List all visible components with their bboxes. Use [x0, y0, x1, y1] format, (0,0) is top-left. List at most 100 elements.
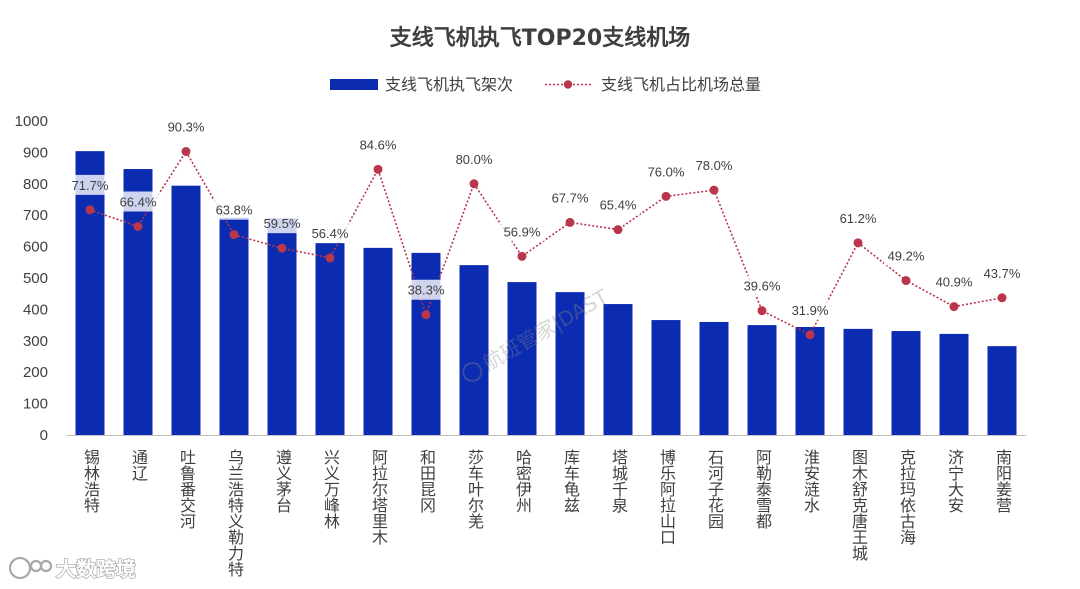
- corner-watermark-text: 大数跨境: [56, 557, 136, 581]
- center-watermark-text: 航班管家|DAST: [478, 284, 612, 375]
- data-label: 67.7%: [548, 187, 592, 208]
- data-label-text: 78.0%: [696, 158, 733, 173]
- data-label-bg: [980, 262, 1024, 283]
- data-label-bg: [740, 275, 784, 296]
- line-point: [181, 146, 191, 156]
- data-label: 56.9%: [500, 221, 544, 242]
- line-point: [373, 164, 383, 174]
- bar: [315, 243, 345, 435]
- data-label-bg: [932, 271, 976, 292]
- data-label-text: 67.7%: [552, 190, 589, 205]
- bar: [219, 217, 249, 435]
- y-tick-label: 0: [40, 427, 48, 444]
- data-label-text: 66.4%: [120, 195, 157, 210]
- brand-logo-icon: [8, 556, 53, 580]
- bar: [891, 331, 921, 435]
- chart-title: 支线飞机执飞TOP20支线机场: [390, 25, 690, 51]
- legend-item-bar: 支线飞机执飞架次: [330, 75, 513, 94]
- line-point: [565, 217, 575, 227]
- data-label-bg: [884, 245, 928, 266]
- data-label-bg: [308, 222, 352, 243]
- data-label-bg: [836, 207, 880, 228]
- data-label: 65.4%: [596, 194, 640, 215]
- data-label-bg: [356, 134, 400, 155]
- line-point: [997, 293, 1007, 303]
- bar: [555, 292, 585, 435]
- data-label: 71.7%: [68, 174, 112, 195]
- bar: [843, 328, 873, 435]
- line-point: [277, 243, 287, 253]
- data-label: 38.3%: [404, 279, 448, 300]
- data-label-text: 65.4%: [600, 198, 637, 213]
- data-label-bg: [68, 174, 112, 195]
- data-label-text: 61.2%: [840, 211, 877, 226]
- data-label-text: 80.0%: [456, 152, 493, 167]
- data-label-text: 40.9%: [936, 275, 973, 290]
- y-tick-label: 900: [23, 144, 48, 161]
- brand-logo-dot-right: [39, 559, 53, 573]
- data-label-bg: [116, 191, 160, 212]
- data-label: 63.8%: [212, 199, 256, 220]
- line-point: [517, 251, 527, 261]
- bar: [651, 320, 681, 435]
- y-axis: 0 100 200 300 400 500 600 700 800 900 1000: [15, 113, 48, 444]
- data-label: 40.9%: [932, 271, 976, 292]
- bar: [267, 218, 297, 435]
- data-label: 80.0%: [452, 148, 496, 169]
- bar: [987, 346, 1017, 435]
- line-series: [85, 146, 1007, 340]
- data-label: 84.6%: [356, 134, 400, 155]
- bar: [939, 333, 969, 435]
- legend: 支线飞机执飞架次 支线飞机占比机场总量: [330, 75, 761, 94]
- data-label-text: 56.9%: [504, 224, 541, 239]
- data-label-text: 71.7%: [72, 178, 109, 193]
- data-label-bg: [548, 187, 592, 208]
- bar: [123, 169, 153, 436]
- line-point: [853, 238, 863, 248]
- data-label: 39.6%: [740, 275, 784, 296]
- bar: [75, 151, 105, 436]
- y-tick-label: 600: [23, 239, 48, 256]
- legend-line-label: 支线飞机占比机场总量: [601, 75, 761, 94]
- line-point: [709, 185, 719, 195]
- data-label: 66.4%: [116, 191, 160, 212]
- line-series-path: [89, 149, 1003, 336]
- data-label-text: 49.2%: [888, 249, 925, 264]
- data-label-text: 59.5%: [264, 216, 301, 231]
- line-point: [757, 306, 767, 316]
- line-point: [805, 330, 815, 340]
- y-tick-label: 200: [23, 364, 48, 381]
- legend-bar-swatch: [330, 79, 378, 90]
- line-point: [133, 222, 143, 232]
- data-label-text: 43.7%: [984, 266, 1021, 281]
- y-tick-label: 100: [23, 396, 48, 413]
- data-label-bg: [644, 161, 688, 182]
- bar: [507, 282, 537, 435]
- data-label-text: 39.6%: [744, 279, 781, 294]
- data-label-bg: [596, 194, 640, 215]
- data-label: 90.3%: [164, 116, 208, 137]
- y-tick-label: 300: [23, 333, 48, 350]
- line-point: [901, 276, 911, 286]
- data-label: 61.2%: [836, 207, 880, 228]
- y-tick-label: 1000: [15, 113, 48, 130]
- bar: [747, 325, 777, 435]
- brand-logo-ring: [8, 556, 32, 580]
- data-label-text: 76.0%: [648, 164, 685, 179]
- y-tick-label: 500: [23, 270, 48, 287]
- bar: [603, 304, 633, 435]
- data-label-text: 90.3%: [168, 119, 205, 134]
- data-label: 43.7%: [980, 262, 1024, 283]
- data-label-bg: [404, 279, 448, 300]
- line-point: [661, 191, 671, 201]
- data-label: 59.5%: [260, 213, 304, 234]
- data-label-text: 63.8%: [216, 203, 253, 218]
- bar: [459, 265, 489, 435]
- line-point: [421, 310, 431, 320]
- corner-watermark: 大数跨境: [8, 556, 137, 582]
- data-label-bg: [452, 148, 496, 169]
- data-label: 76.0%: [644, 161, 688, 182]
- y-tick-label: 700: [23, 207, 48, 224]
- legend-item-line: 支线飞机占比机场总量: [545, 75, 761, 94]
- data-label-bg: [260, 213, 304, 234]
